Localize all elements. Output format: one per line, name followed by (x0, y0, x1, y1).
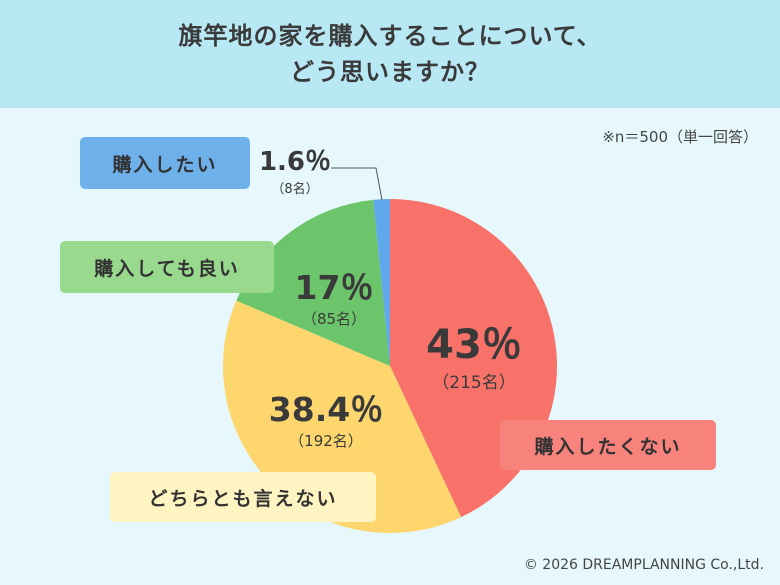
pct-value-buy-no: 43％ (426, 322, 522, 368)
count-value-buy-no: （215名） (432, 373, 516, 393)
slice-buy-ok (236, 199, 390, 366)
label-box-buy-no: 購入したくない (500, 420, 716, 470)
copyright: © 2026 DREAMPLANNING Co.,Ltd. (523, 557, 764, 573)
pct-label-buy-ok: 17％ （85名） (295, 268, 374, 329)
label-box-buy-ok: 購入しても良い (60, 241, 274, 293)
label-box-neutral: どちらとも言えない (110, 472, 376, 522)
leader-line-buy-yes (331, 167, 383, 201)
slice-buy-yes (373, 199, 390, 366)
count-value-neutral: （192名） (289, 432, 363, 450)
pct-value-neutral: 38.4％ (268, 390, 384, 429)
pct-label-buy-no: 43％ （215名） (426, 322, 522, 393)
count-value-buy-yes: （8名） (271, 182, 319, 197)
chart-title-line1: 旗竿地の家を購入することについて、 (178, 22, 602, 50)
pct-value-buy-ok: 17％ (294, 268, 374, 307)
chart-header: 旗竿地の家を購入することについて、 どう思いますか？ (0, 0, 780, 108)
pct-label-neutral: 38.4％ （192名） (269, 390, 383, 451)
pct-label-buy-yes: 1.6％ （8名） (259, 146, 331, 197)
pct-value-buy-yes: 1.6％ (258, 147, 332, 177)
sample-note: ※n＝500（単一回答） (602, 128, 758, 146)
label-box-buy-yes: 購入したい (80, 137, 250, 189)
chart-title-line2: どう思いますか？ (290, 58, 490, 86)
count-value-buy-ok: （85名） (301, 310, 367, 328)
